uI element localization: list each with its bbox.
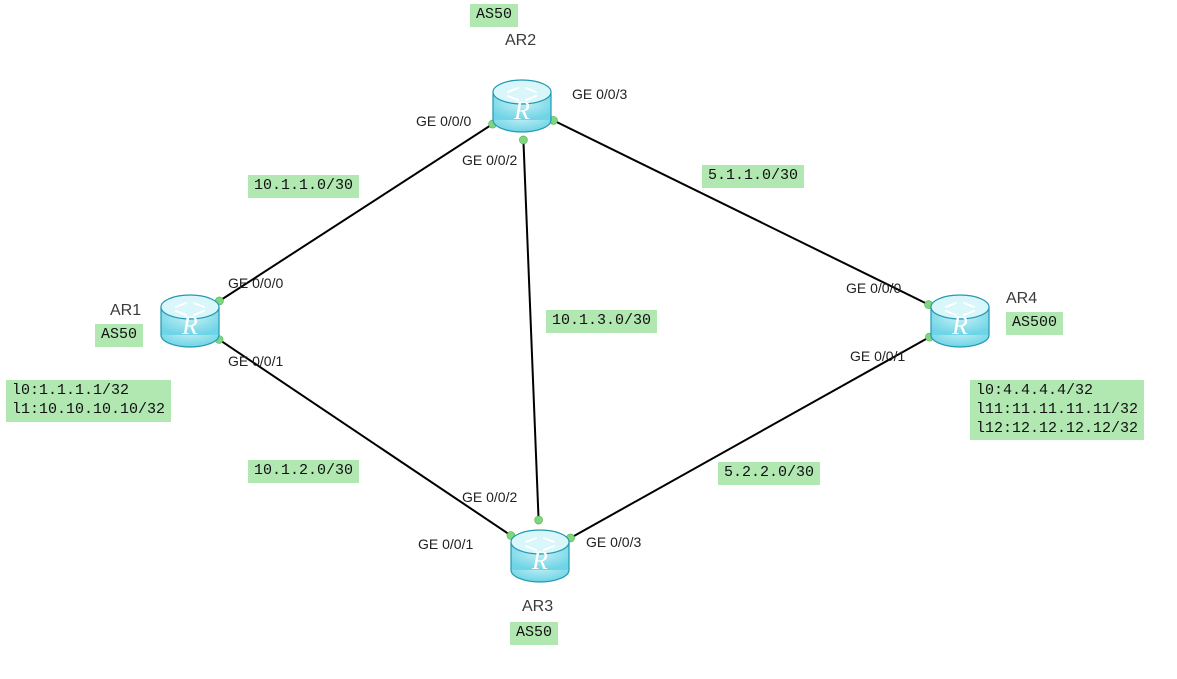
- router-name-ar1: AR1: [110, 302, 141, 320]
- subnet-label: 10.1.1.0/30: [248, 175, 359, 198]
- router-name-ar3: AR3: [522, 598, 553, 616]
- loopback-info: l0:1.1.1.1/32l1:10.10.10.10/32: [6, 380, 171, 422]
- loopback-line: l0:4.4.4.4/32: [976, 382, 1138, 401]
- interface-label: GE 0/0/0: [228, 275, 283, 291]
- subnet-label: 10.1.2.0/30: [248, 460, 359, 483]
- subnet-label: 5.2.2.0/30: [718, 462, 820, 485]
- router-ar2[interactable]: R: [491, 74, 553, 136]
- subnet-label: 10.1.3.0/30: [546, 310, 657, 333]
- loopback-line: l11:11.11.11.11/32: [976, 401, 1138, 420]
- as-label: AS50: [95, 324, 143, 347]
- router-ar4[interactable]: R: [929, 289, 991, 351]
- loopback-info: l0:4.4.4.4/32l11:11.11.11.11/32l12:12.12…: [970, 380, 1144, 440]
- interface-label: GE 0/0/2: [462, 152, 517, 168]
- interface-label: GE 0/0/3: [572, 86, 627, 102]
- loopback-line: l1:10.10.10.10/32: [12, 401, 165, 420]
- router-ar3[interactable]: R: [509, 524, 571, 586]
- svg-text:R: R: [531, 546, 548, 575]
- router-ar1[interactable]: R: [159, 289, 221, 351]
- as-label: AS50: [510, 622, 558, 645]
- svg-text:R: R: [181, 311, 198, 340]
- router-name-ar4: AR4: [1006, 290, 1037, 308]
- as-label: AS50: [470, 4, 518, 27]
- loopback-line: l12:12.12.12.12/32: [976, 420, 1138, 439]
- topology-canvas: R AR1 R AR2: [0, 0, 1177, 679]
- loopback-line: l0:1.1.1.1/32: [12, 382, 165, 401]
- interface-label: GE 0/0/3: [586, 534, 641, 550]
- as-label: AS500: [1006, 312, 1063, 335]
- interface-label: GE 0/0/1: [850, 348, 905, 364]
- svg-text:R: R: [951, 311, 968, 340]
- interface-label: GE 0/0/0: [416, 113, 471, 129]
- interface-label: GE 0/0/1: [418, 536, 473, 552]
- interface-label: GE 0/0/2: [462, 489, 517, 505]
- router-name-ar2: AR2: [505, 32, 536, 50]
- svg-text:R: R: [513, 96, 530, 125]
- interface-label: GE 0/0/0: [846, 280, 901, 296]
- subnet-label: 5.1.1.0/30: [702, 165, 804, 188]
- interface-label: GE 0/0/1: [228, 353, 283, 369]
